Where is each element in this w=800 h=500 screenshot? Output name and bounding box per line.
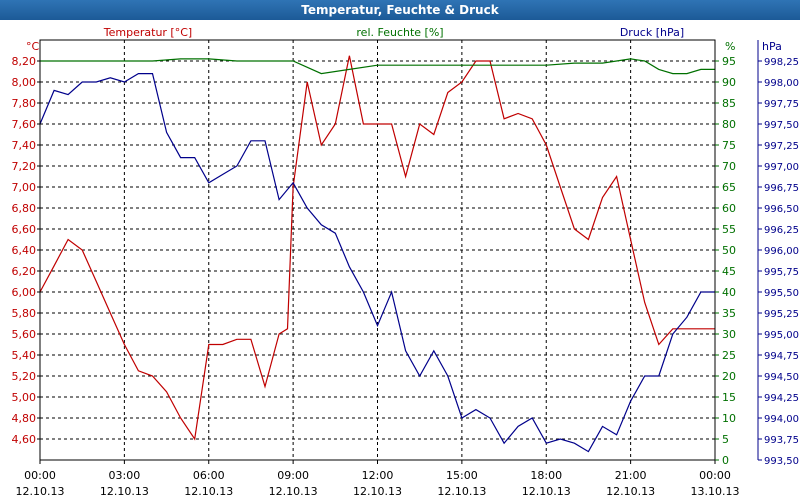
temperature-tick-label: 7,40 [12,139,37,152]
temperature-tick-label: 8,00 [12,76,37,89]
humidity-tick-label: 80 [722,118,736,131]
humidity-tick-label: 25 [722,349,736,362]
pressure-tick-label: 994,25 [764,393,799,404]
x-tick-time-label: 21:00 [615,469,647,482]
series-line-temperature [39,55,715,441]
pressure-axis-title: Druck [hPa] [620,26,684,39]
humidity-tick-label: 95 [722,55,736,68]
pressure-tick-label: 996,25 [764,225,799,236]
temperature-tick-label: 7,80 [12,97,37,110]
humidity-tick-label: 60 [722,202,736,215]
temperature-tick-label: 4,80 [12,412,37,425]
pressure-tick-label: 993,75 [764,435,799,446]
series-layer [39,55,715,453]
humidity-unit-label: % [725,40,735,53]
pressure-tick-label: 995,00 [764,330,799,341]
series-line-pressure [39,72,715,453]
temperature-tick-label: 6,40 [12,244,37,257]
pressure-tick-label: 996,75 [764,183,799,194]
x-tick-date-label: 12.10.13 [437,485,486,498]
x-tick-time-label: 03:00 [109,469,141,482]
x-tick-date-label: 12.10.13 [16,485,65,498]
humidity-tick-label: 15 [722,391,736,404]
pressure-tick-label: 994,75 [764,351,799,362]
pressure-unit-label: hPa [762,40,782,53]
pressure-tick-label: 995,25 [764,309,799,320]
temperature-tick-label: 5,80 [12,307,37,320]
pressure-tick-label: 998,00 [764,78,799,89]
humidity-tick-label: 10 [722,412,736,425]
pressure-tick-label: 997,25 [764,141,799,152]
temperature-tick-label: 4,60 [12,433,37,446]
pressure-tick-label: 997,50 [764,120,799,131]
temperature-tick-label: 8,20 [12,55,37,68]
temperature-tick-label: 5,40 [12,349,37,362]
humidity-tick-label: 0 [722,454,729,467]
humidity-tick-label: 90 [722,76,736,89]
pressure-tick-label: 994,00 [764,414,799,425]
pressure-tick-label: 995,75 [764,267,799,278]
temperature-tick-label: 6,20 [12,265,37,278]
x-tick-date-label: 12.10.13 [353,485,402,498]
humidity-tick-label: 5 [722,433,729,446]
pressure-tick-label: 994,50 [764,372,799,383]
x-tick-time-label: 00:00 [24,469,56,482]
temperature-tick-label: 6,00 [12,286,37,299]
humidity-tick-label: 35 [722,307,736,320]
humidity-tick-label: 20 [722,370,736,383]
humidity-tick-label: 65 [722,181,736,194]
pressure-tick-label: 997,75 [764,99,799,110]
x-tick-date-label: 13.10.13 [691,485,740,498]
temperature-tick-label: 5,00 [12,391,37,404]
temperature-tick-label: 7,20 [12,160,37,173]
grid [40,40,715,460]
temperature-tick-label: 7,00 [12,181,37,194]
temperature-tick-label: 5,60 [12,328,37,341]
pressure-tick-label: 993,50 [764,456,799,467]
x-tick-time-label: 06:00 [193,469,225,482]
x-tick-date-label: 12.10.13 [522,485,571,498]
humidity-tick-label: 85 [722,97,736,110]
pressure-tick-label: 996,00 [764,246,799,257]
humidity-tick-label: 30 [722,328,736,341]
x-tick-time-label: 12:00 [362,469,394,482]
humidity-tick-label: 45 [722,265,736,278]
temperature-axis-title: Temperatur [°C] [103,26,192,39]
humidity-tick-label: 40 [722,286,736,299]
humidity-tick-label: 70 [722,160,736,173]
x-tick-time-label: 18:00 [530,469,562,482]
x-tick-date-label: 12.10.13 [184,485,233,498]
axes: 4,60 4,80 5,00 5,20 5,40 5,60 5,80 6,00 6,20 6,40… [12,39,799,498]
x-tick-time-label: 09:00 [277,469,309,482]
temperature-tick-label: 6,80 [12,202,37,215]
x-tick-time-label: 15:00 [446,469,478,482]
x-tick-date-label: 12.10.13 [100,485,149,498]
temperature-tick-label: 5,20 [12,370,37,383]
temperature-unit-label: °C [26,40,40,53]
humidity-tick-label: 55 [722,223,736,236]
temperature-tick-label: 6,60 [12,223,37,236]
window-title: Temperatur, Feuchte & Druck [0,0,800,20]
pressure-tick-label: 996,50 [764,204,799,215]
x-tick-time-label: 00:00 [699,469,731,482]
humidity-tick-label: 50 [722,244,736,257]
x-tick-date-label: 12.10.13 [606,485,655,498]
pressure-tick-label: 997,00 [764,162,799,173]
x-tick-date-label: 12.10.13 [269,485,318,498]
pressure-tick-label: 995,50 [764,288,799,299]
humidity-tick-label: 75 [722,139,736,152]
humidity-axis-title: rel. Feuchte [%] [356,26,443,39]
temperature-tick-label: 7,60 [12,118,37,131]
pressure-tick-label: 998,25 [764,57,799,68]
series-line-humidity [40,58,715,75]
